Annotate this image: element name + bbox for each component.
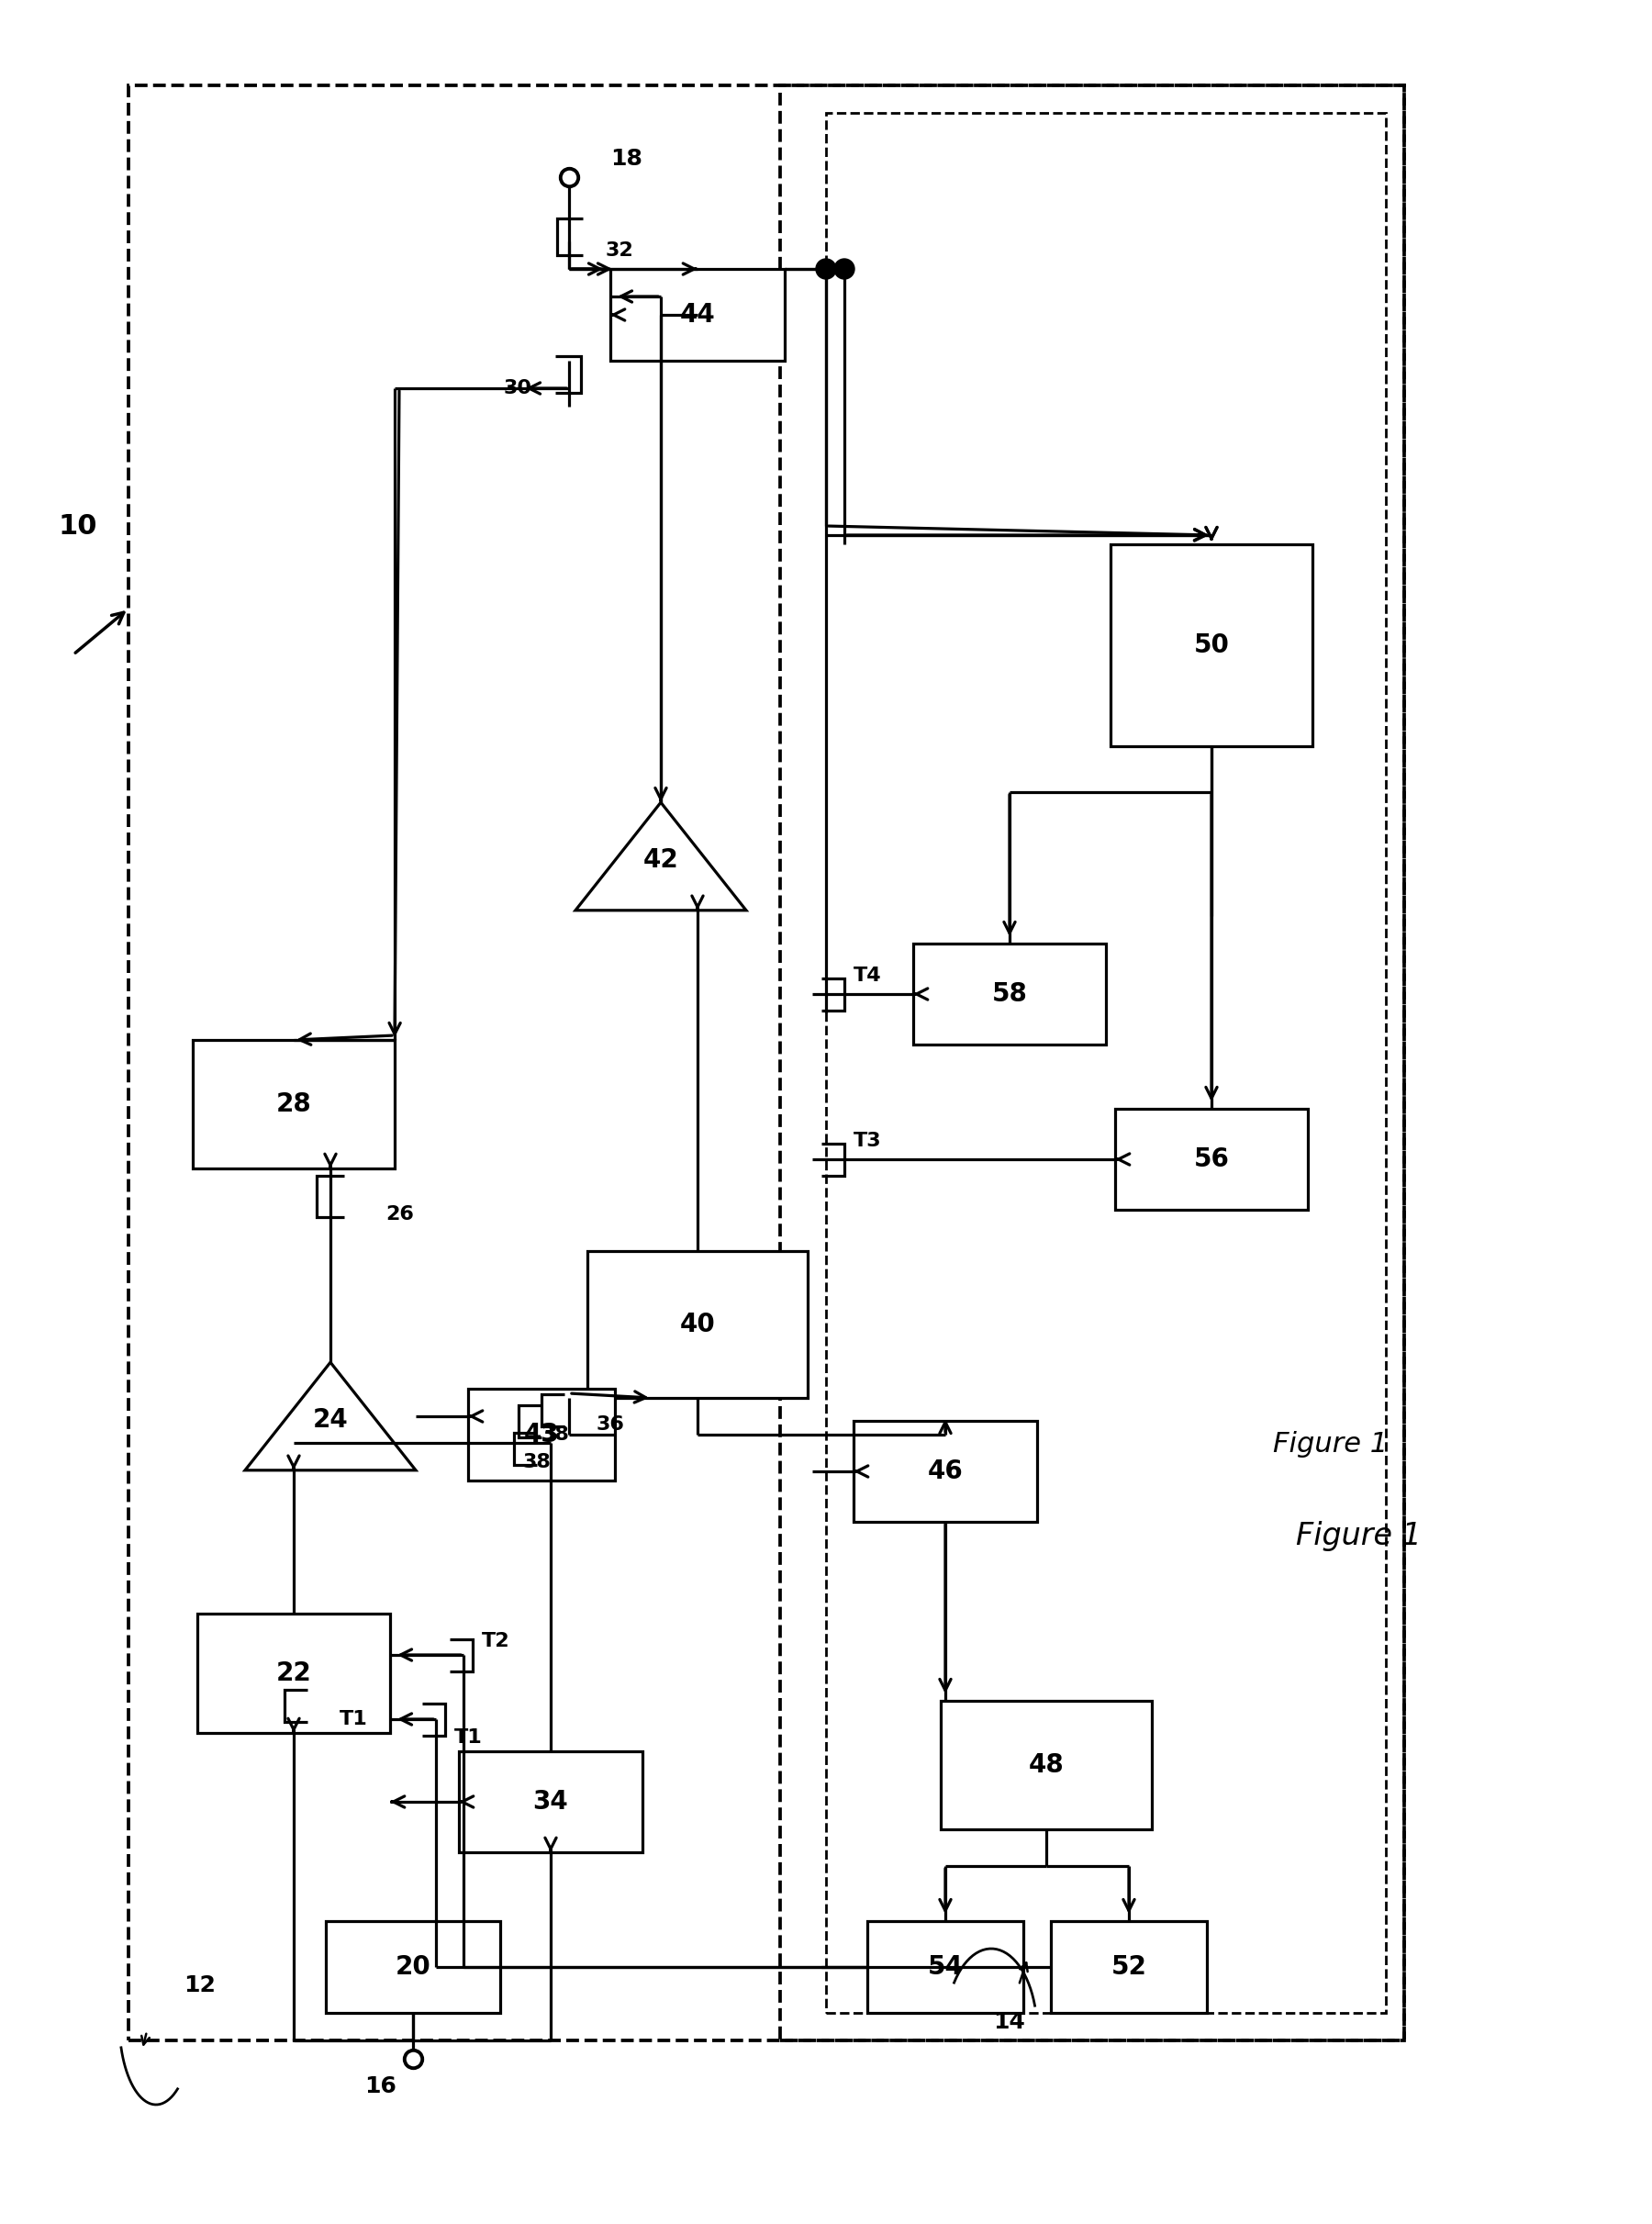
Text: 20: 20 bbox=[395, 1955, 431, 1979]
Text: 12: 12 bbox=[183, 1975, 215, 1997]
Text: Figure 1: Figure 1 bbox=[1295, 1521, 1421, 1550]
Bar bbox=[193, 1041, 395, 1168]
Bar bbox=[940, 1701, 1151, 1830]
Text: T4: T4 bbox=[854, 967, 882, 985]
Bar bbox=[468, 1388, 615, 1481]
Text: 36: 36 bbox=[596, 1414, 624, 1434]
Text: 58: 58 bbox=[991, 981, 1028, 1007]
Text: 34: 34 bbox=[534, 1788, 568, 1815]
Text: 18: 18 bbox=[610, 147, 643, 169]
Text: 38: 38 bbox=[542, 1426, 570, 1443]
Bar bbox=[588, 1252, 808, 1399]
Text: 14: 14 bbox=[993, 2010, 1026, 2033]
Text: 26: 26 bbox=[385, 1205, 413, 1223]
Text: T1: T1 bbox=[454, 1728, 482, 1746]
Text: 52: 52 bbox=[1112, 1955, 1146, 1979]
Bar bbox=[867, 1922, 1023, 2013]
Bar bbox=[854, 1421, 1037, 1521]
Text: 42: 42 bbox=[643, 847, 679, 874]
Text: 30: 30 bbox=[504, 378, 532, 398]
Bar bbox=[780, 85, 1404, 2039]
Text: 16: 16 bbox=[365, 2075, 396, 2097]
Bar bbox=[610, 269, 785, 360]
Text: T1: T1 bbox=[340, 1710, 368, 1728]
Bar bbox=[325, 1922, 501, 2013]
Text: T3: T3 bbox=[854, 1132, 882, 1150]
Polygon shape bbox=[244, 1363, 416, 1470]
Text: 38: 38 bbox=[524, 1452, 552, 1472]
Text: 28: 28 bbox=[276, 1092, 312, 1116]
Text: 22: 22 bbox=[276, 1661, 312, 1686]
Text: 10: 10 bbox=[58, 512, 97, 538]
Bar bbox=[826, 113, 1386, 2013]
Bar bbox=[129, 85, 1404, 2039]
Bar bbox=[459, 1750, 643, 1853]
Text: 44: 44 bbox=[679, 302, 715, 327]
Bar bbox=[914, 943, 1105, 1045]
Bar bbox=[197, 1615, 390, 1732]
Text: 54: 54 bbox=[927, 1955, 963, 1979]
Text: 48: 48 bbox=[1029, 1753, 1064, 1777]
Text: 40: 40 bbox=[679, 1312, 715, 1337]
Bar bbox=[1110, 545, 1312, 747]
Text: T2: T2 bbox=[482, 1632, 510, 1650]
Circle shape bbox=[834, 258, 854, 278]
Circle shape bbox=[816, 258, 836, 278]
Text: Figure 1: Figure 1 bbox=[1274, 1430, 1388, 1457]
Text: 50: 50 bbox=[1194, 632, 1229, 658]
Text: 56: 56 bbox=[1194, 1145, 1229, 1172]
Bar bbox=[1115, 1110, 1308, 1210]
Text: 43: 43 bbox=[524, 1421, 560, 1448]
Text: 24: 24 bbox=[312, 1408, 349, 1432]
Text: 46: 46 bbox=[927, 1459, 963, 1483]
Bar bbox=[1051, 1922, 1208, 2013]
Text: 32: 32 bbox=[606, 242, 634, 260]
Polygon shape bbox=[575, 803, 747, 910]
